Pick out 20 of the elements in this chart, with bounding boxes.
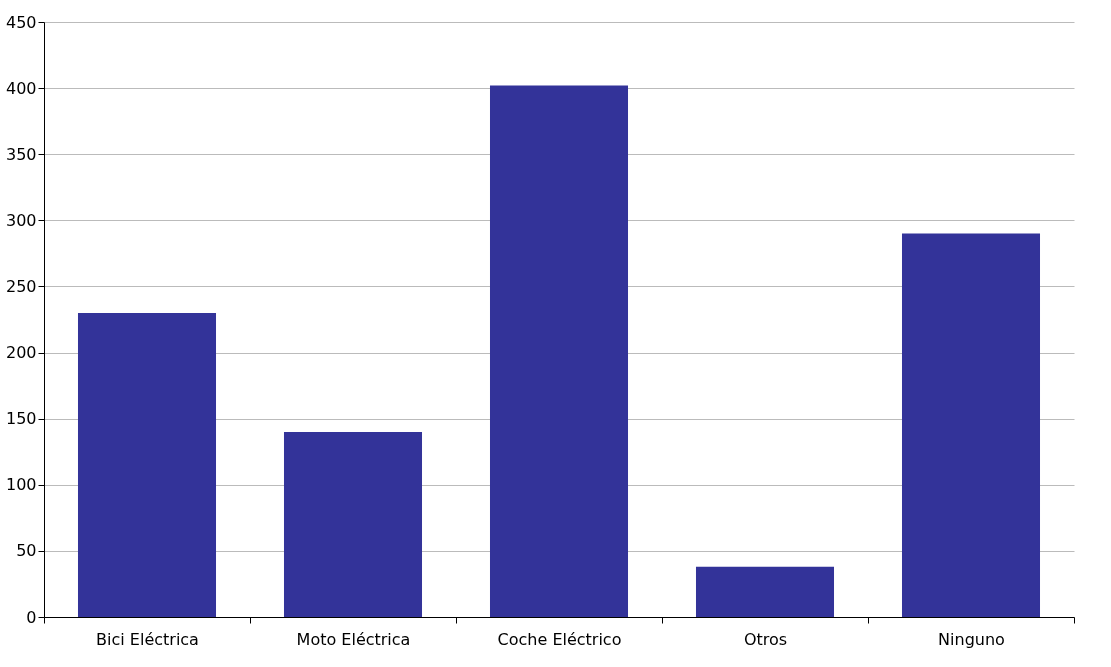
y-tick-label: 100 — [5, 475, 37, 495]
y-tick-label: 350 — [5, 144, 37, 164]
y-tick-label: 0 — [26, 607, 37, 627]
x-tick-label: Coche Eléctrico — [497, 629, 622, 649]
y-tick-label: 300 — [5, 210, 37, 230]
y-tick-label: 150 — [5, 409, 37, 429]
x-tick-label: Moto Eléctrica — [296, 629, 411, 649]
x-tick-label: Otros — [743, 629, 788, 649]
x-tick-label: Bici Eléctrica — [96, 629, 199, 649]
y-tick-label: 250 — [5, 276, 37, 296]
x-tick-label: Ninguno — [938, 629, 1005, 649]
y-tick-label: 400 — [5, 78, 37, 98]
bar — [77, 312, 217, 617]
bar — [695, 566, 835, 617]
bar — [283, 431, 423, 617]
bar — [489, 85, 629, 617]
y-tick-label: 50 — [16, 541, 37, 561]
y-tick-label: 450 — [5, 12, 37, 32]
bar — [901, 233, 1041, 617]
y-tick-label: 200 — [5, 343, 37, 363]
